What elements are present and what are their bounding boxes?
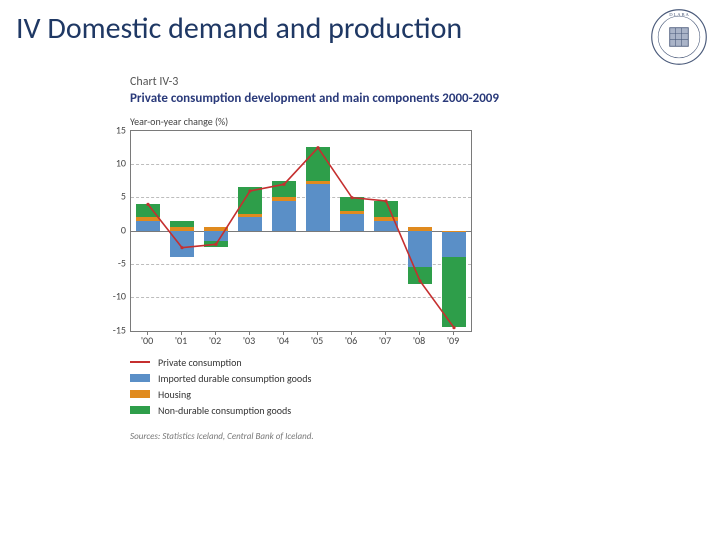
legend-swatch (130, 390, 150, 398)
page-title: IV Domestic demand and production (16, 10, 462, 47)
ytick-label: 10 (106, 156, 126, 169)
logo-seal: D L A B A (650, 8, 708, 66)
legend-swatch (130, 361, 150, 363)
legend-swatch (130, 406, 150, 414)
ytick-label: 0 (106, 223, 126, 236)
ytick-label: -10 (106, 290, 126, 303)
legend-label: Non-durable consumption goods (158, 404, 291, 417)
xtick-label: '07 (379, 334, 391, 347)
xtick-label: '06 (345, 334, 357, 347)
chart-xticks: '00 '01 '02 '03 '04 '05 '06 '07 '08 '09 (130, 332, 470, 346)
chart-legend: Private consumption Imported durable cons… (130, 356, 520, 417)
xtick-label: '04 (277, 334, 289, 347)
chart-title: Private consumption development and main… (130, 91, 520, 107)
xtick-label: '09 (447, 334, 459, 347)
line-private-consumption (131, 131, 471, 331)
legend-label: Private consumption (158, 356, 242, 369)
chart-plot-area (130, 130, 472, 332)
ytick-label: -15 (106, 323, 126, 336)
legend-item: Imported durable consumption goods (130, 372, 520, 385)
xtick-label: '08 (413, 334, 425, 347)
xtick-label: '03 (243, 334, 255, 347)
legend-item: Housing (130, 388, 520, 401)
svg-text:D L A B A: D L A B A (669, 13, 689, 18)
legend-swatch (130, 374, 150, 382)
legend-label: Imported durable consumption goods (158, 372, 311, 385)
xtick-label: '02 (209, 334, 221, 347)
legend-item: Private consumption (130, 356, 520, 369)
xtick-label: '01 (175, 334, 187, 347)
chart-sources: Sources: Statistics Iceland, Central Ban… (130, 431, 520, 442)
legend-item: Non-durable consumption goods (130, 404, 520, 417)
chart-number: Chart IV-3 (130, 75, 520, 89)
chart-ylabel: Year-on-year change (%) (130, 115, 520, 128)
chart-container: Chart IV-3 Private consumption developme… (130, 75, 520, 442)
xtick-label: '05 (311, 334, 323, 347)
ytick-label: -5 (106, 256, 126, 269)
ytick-label: 15 (106, 123, 126, 136)
ytick-label: 5 (106, 190, 126, 203)
legend-label: Housing (158, 388, 191, 401)
xtick-label: '00 (141, 334, 153, 347)
